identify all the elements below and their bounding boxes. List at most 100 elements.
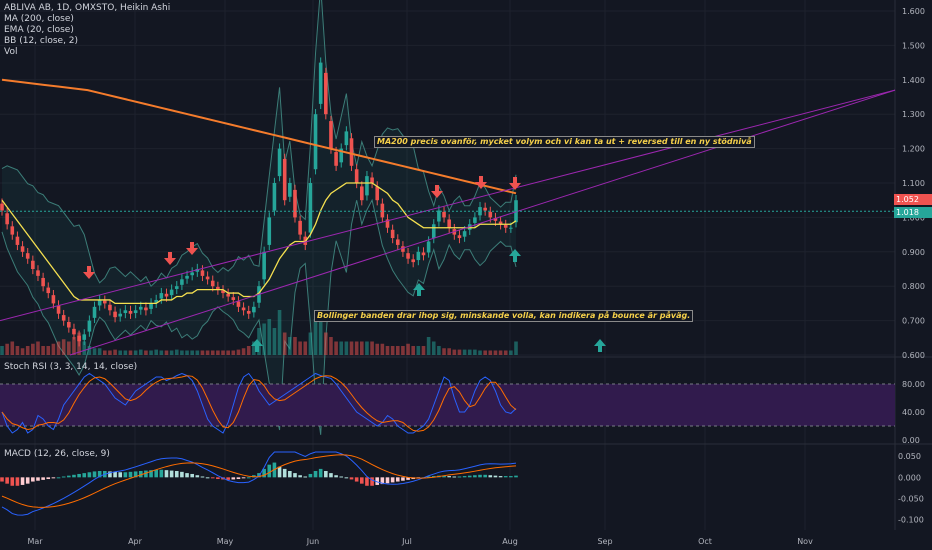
volume-bar — [241, 348, 246, 355]
arrow-head — [83, 272, 95, 279]
volume-bar — [10, 341, 15, 355]
candle-body — [92, 306, 97, 318]
volume-bar — [272, 328, 277, 355]
up-arrow-icon — [413, 283, 425, 296]
volume-bar — [452, 349, 457, 355]
price-tag-lower: 1.018 — [894, 207, 932, 218]
candle-body — [462, 231, 467, 237]
candle-body — [298, 220, 302, 235]
macd-hist-bar — [282, 468, 287, 478]
volume-bar — [282, 332, 287, 355]
volume-bar — [395, 346, 400, 355]
volume-bar — [67, 341, 71, 355]
macd-hist-bar — [236, 477, 241, 480]
volume-bar — [61, 339, 66, 355]
macd-hist-bar — [154, 469, 158, 478]
volume-bar — [308, 332, 313, 355]
bollinger-upper — [1, 0, 517, 288]
volume-bar — [298, 341, 302, 355]
symbol-line[interactable]: ABLIVA AB, 1D, OMXSTO, Heikin Ashi — [4, 3, 171, 13]
candle-body — [72, 328, 76, 335]
macd-hist-bar — [483, 474, 487, 478]
volume-bar — [164, 350, 169, 355]
macd-hist-bar — [452, 476, 457, 478]
arrow-shaft — [190, 242, 194, 248]
candle-body — [77, 335, 81, 342]
arrow-head — [186, 248, 198, 255]
macd-hist-bar — [185, 473, 189, 478]
down-arrow-icon — [164, 252, 176, 265]
stoch-legend[interactable]: Stoch RSI (3, 3, 14, 14, close) — [4, 362, 138, 372]
indicator-bb[interactable]: BB (12, close, 2) — [4, 36, 79, 46]
volume-bar — [457, 349, 462, 355]
macd-tick-label: 0.050 — [898, 452, 921, 461]
candle-body — [185, 275, 189, 279]
volume-bar — [288, 337, 292, 355]
time-tick-label: Sep — [597, 537, 612, 546]
macd-hist-bar — [395, 477, 400, 482]
volume-bar — [467, 349, 472, 355]
candle-body — [87, 320, 92, 332]
candle-body — [159, 293, 164, 299]
candle-body — [205, 276, 210, 280]
candle-body — [411, 259, 415, 263]
macd-hist-bar — [303, 476, 308, 478]
indicator-ema20[interactable]: EMA (20, close) — [4, 25, 74, 35]
macd-hist-bar — [144, 470, 148, 478]
arrow-shaft — [479, 176, 483, 182]
macd-hist-bar — [20, 477, 25, 485]
volume-bar — [390, 346, 395, 355]
volume-bar — [51, 343, 56, 355]
volume-bar — [360, 341, 364, 355]
volume-bar — [431, 341, 436, 355]
indicator-vol[interactable]: Vol — [4, 47, 18, 57]
volume-bar — [344, 341, 349, 355]
candle-body — [426, 241, 431, 253]
volume-bar — [72, 337, 76, 355]
time-tick-label: Mar — [27, 537, 43, 546]
macd-hist-bar — [498, 476, 503, 478]
macd-hist-bar — [67, 475, 71, 478]
macd-hist-bar — [334, 475, 338, 478]
candle-body — [288, 183, 292, 197]
arrow-head — [164, 258, 176, 265]
macd-hist-bar — [442, 475, 446, 478]
macd-hist-bar — [159, 469, 164, 478]
time-tick-label: Jul — [401, 537, 412, 546]
candle-body — [375, 186, 380, 201]
macd-hist-bar — [473, 475, 477, 478]
macd-hist-bar — [390, 477, 395, 483]
macd-tick-label: 0.000 — [898, 473, 921, 482]
macd-hist-bar — [51, 477, 56, 479]
down-arrow-icon — [475, 176, 487, 189]
candle-body — [406, 253, 410, 259]
candle-body — [267, 217, 272, 245]
macd-hist-bar — [0, 477, 4, 482]
volume-bar — [226, 350, 230, 355]
volume-bar — [0, 346, 4, 355]
candle-body — [360, 186, 364, 201]
candle-body — [51, 295, 56, 304]
volume-bar — [87, 346, 92, 355]
bollinger-annotation[interactable]: Bollinger banden drar ihop sig, minskand… — [314, 310, 694, 322]
up-arrow-icon — [594, 339, 606, 352]
volume-bar — [36, 341, 40, 355]
price-tag-upper: 1.052 — [894, 194, 932, 205]
macd-hist-bar — [262, 468, 266, 478]
macd-legend[interactable]: MACD (12, 26, close, 9) — [4, 449, 110, 459]
indicator-ma200[interactable]: MA (200, close) — [4, 14, 74, 24]
volume-bar — [118, 350, 123, 355]
up-arrow-icon — [509, 249, 521, 262]
volume-bar — [41, 346, 45, 355]
candle-body — [46, 287, 51, 294]
macd-hist-bar — [133, 471, 138, 478]
volume-bar — [92, 348, 97, 355]
volume-bar — [185, 350, 189, 355]
volume-bar — [483, 350, 487, 355]
ma200-annotation[interactable]: MA200 precis ovanför, mycket volym och v… — [374, 136, 755, 148]
volume-bar — [437, 346, 441, 355]
macd-hist-bar — [15, 477, 20, 486]
candle-body — [365, 176, 369, 196]
volume-bar — [313, 319, 318, 355]
macd-hist-bar — [205, 477, 210, 479]
